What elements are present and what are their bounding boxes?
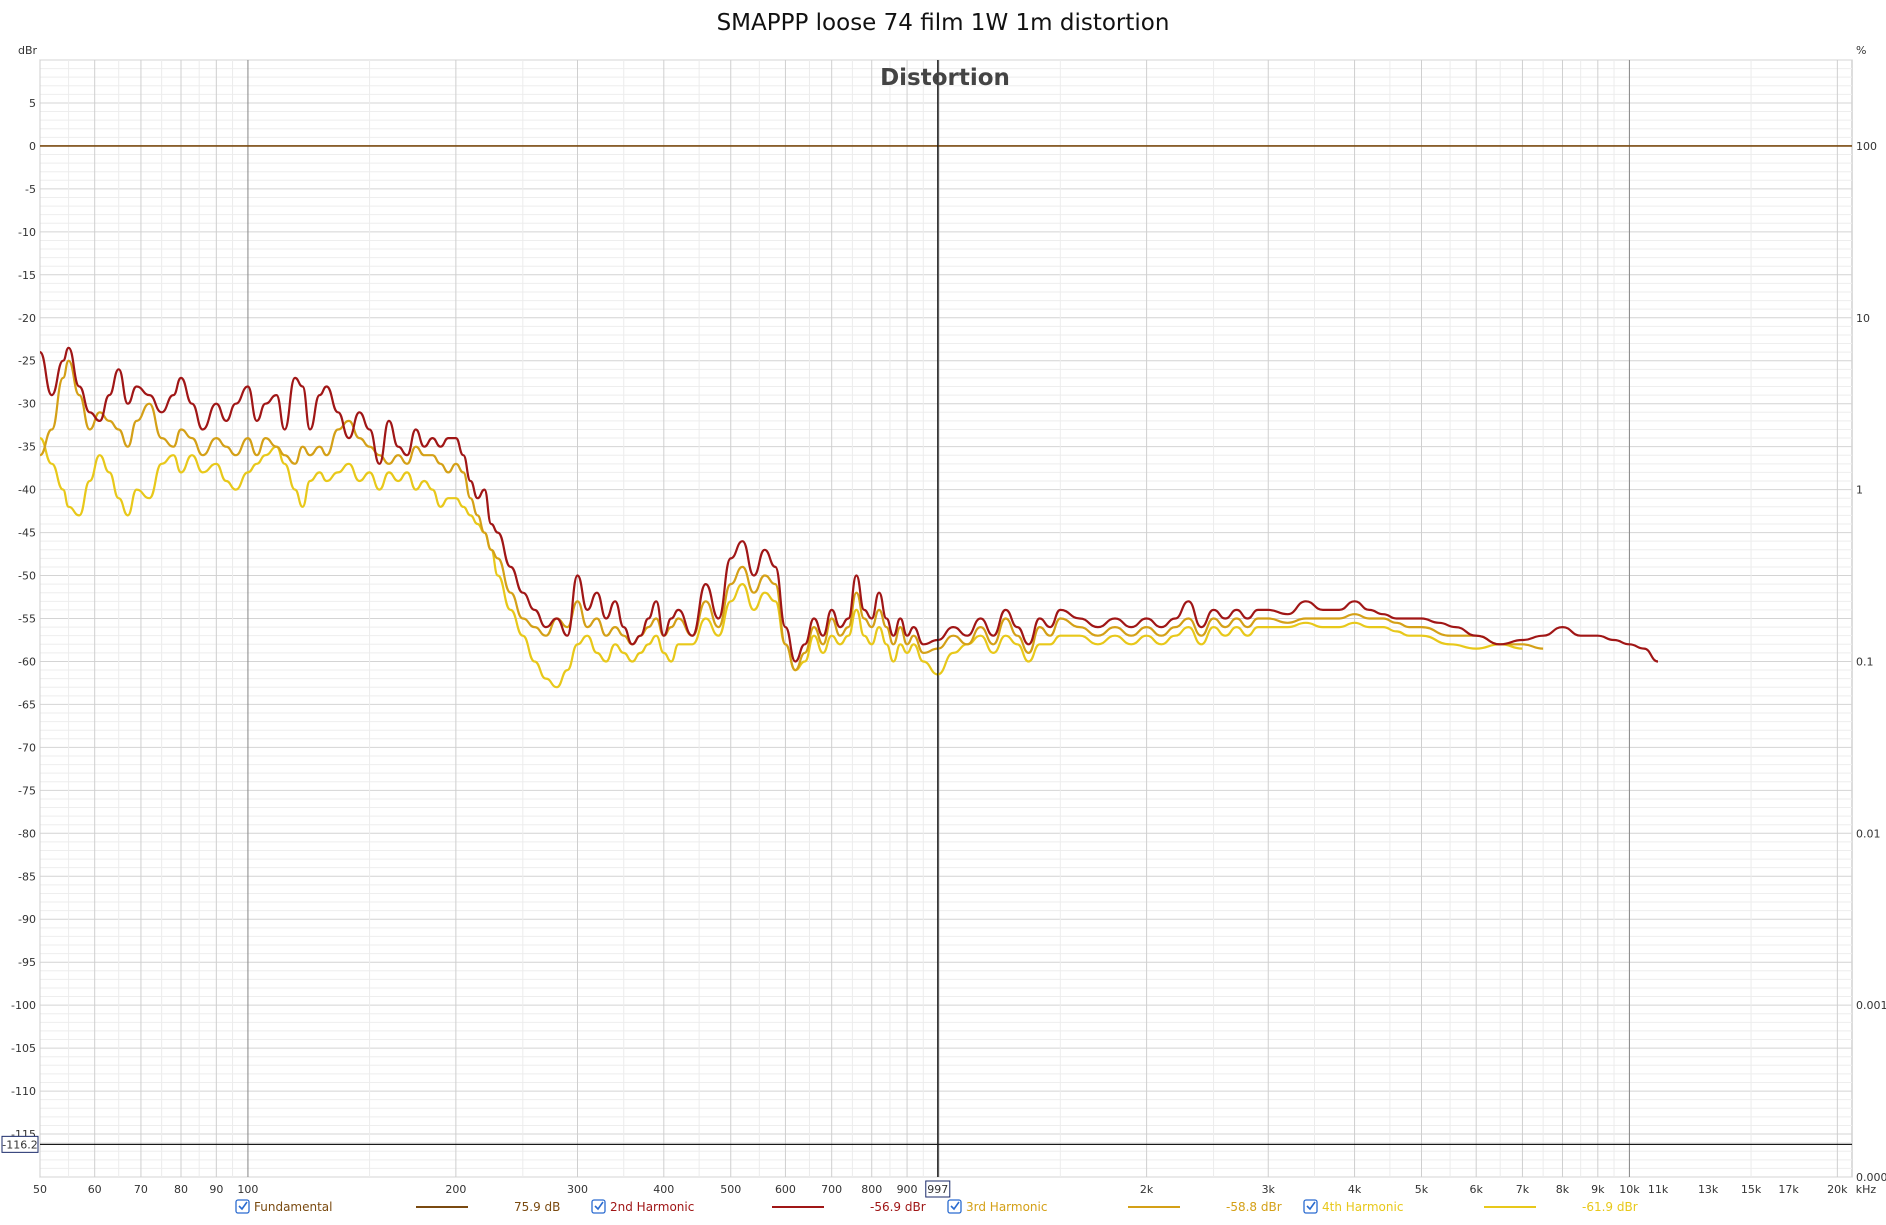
y2-tick-label: 10 xyxy=(1856,312,1870,325)
chart-subtitle: Distortion xyxy=(880,65,1010,91)
y-tick-label: -55 xyxy=(18,613,36,626)
y-tick-label: 0 xyxy=(29,140,36,153)
x-tick-label: 15k xyxy=(1741,1183,1762,1196)
y-tick-label: -110 xyxy=(11,1085,36,1098)
series-lines xyxy=(38,145,1852,689)
cursor-x-readout-box xyxy=(925,1180,951,1198)
y-tick-label: -105 xyxy=(11,1042,36,1055)
cursor[interactable]: -116.2 997 xyxy=(1,60,1852,1198)
x-tick-label: 6k xyxy=(1469,1183,1483,1196)
x-tick-label: 200 xyxy=(445,1183,466,1196)
y-tick-label: -75 xyxy=(18,784,36,797)
y-tick-label: -30 xyxy=(18,398,36,411)
x-tick-label: 5k xyxy=(1415,1183,1429,1196)
y-tick-label: -50 xyxy=(18,570,36,583)
legend-checkbox[interactable] xyxy=(1303,1199,1318,1214)
x-tick-label: 3k xyxy=(1262,1183,1276,1196)
grid xyxy=(39,59,1852,1178)
x-tick-label: 13k xyxy=(1698,1183,1719,1196)
y2-tick-label: 100 xyxy=(1856,140,1877,153)
x-tick-label: 80 xyxy=(174,1183,188,1196)
y-tick-label: 5 xyxy=(29,97,36,110)
y-axis-unit-right: % xyxy=(1856,44,1866,57)
legend-series-name: 2nd Harmonic xyxy=(610,1200,694,1214)
series-line-4th-harmonic xyxy=(39,437,1523,689)
legend-series-value: -56.9 dBr xyxy=(870,1200,926,1214)
x-tick-label: 90 xyxy=(209,1183,223,1196)
series-line-3rd-harmonic xyxy=(39,359,1544,672)
y-tick-label: -15 xyxy=(18,269,36,282)
x-tick-label: 70 xyxy=(134,1183,148,1196)
y2-tick-label: 0.001 xyxy=(1856,999,1886,1012)
checkmark-icon xyxy=(950,1201,960,1211)
y-tick-label: -95 xyxy=(18,956,36,969)
x-tick-label: 500 xyxy=(720,1183,741,1196)
x-tick-label: 2k xyxy=(1140,1183,1154,1196)
legend-checkbox[interactable] xyxy=(947,1199,962,1214)
y-tick-label: -35 xyxy=(18,441,36,454)
legend-checkbox[interactable] xyxy=(591,1199,606,1214)
cursor-y-readout-box xyxy=(1,1135,39,1153)
cursor-x-readout: 997 xyxy=(927,1183,948,1196)
y-tick-label: -65 xyxy=(18,698,36,711)
legend-series-name: 4th Harmonic xyxy=(1322,1200,1403,1214)
checkmark-icon xyxy=(1306,1201,1316,1211)
x-tick-label: 400 xyxy=(653,1183,674,1196)
y-tick-label: -100 xyxy=(11,999,36,1012)
y2-tick-label: 0.1 xyxy=(1856,655,1874,668)
x-tick-label: 600 xyxy=(775,1183,796,1196)
legend-checkbox[interactable] xyxy=(235,1199,250,1214)
x-tick-label: 9k xyxy=(1591,1183,1605,1196)
y-tick-label: -60 xyxy=(18,655,36,668)
x-tick-label: 10k xyxy=(1619,1183,1640,1196)
x-tick-label: 20k xyxy=(1827,1183,1848,1196)
legend-series-value: -61.9 dBr xyxy=(1582,1200,1638,1214)
x-tick-label: 50 xyxy=(33,1183,47,1196)
x-axis-unit: kHz xyxy=(1856,1183,1877,1196)
x-tick-label: 7k xyxy=(1516,1183,1530,1196)
x-tick-label: 4k xyxy=(1348,1183,1362,1196)
legend-series-name: 3rd Harmonic xyxy=(966,1200,1047,1214)
checkmark-icon xyxy=(238,1201,248,1211)
y-tick-label: -25 xyxy=(18,355,36,368)
y-tick-label: -70 xyxy=(18,741,36,754)
y-tick-label: -20 xyxy=(18,312,36,325)
y-tick-label: -45 xyxy=(18,527,36,540)
cursor-y-readout: -116.2 xyxy=(2,1138,37,1151)
x-tick-label: 300 xyxy=(567,1183,588,1196)
legend-series-value: -58.8 dBr xyxy=(1226,1200,1282,1214)
y2-tick-label: 1 xyxy=(1856,484,1863,497)
x-tick-label: 8k xyxy=(1556,1183,1570,1196)
y-tick-label: -80 xyxy=(18,827,36,840)
legend-series-name: Fundamental xyxy=(254,1200,333,1214)
y-tick-label: -85 xyxy=(18,870,36,883)
y-tick-label: -10 xyxy=(18,226,36,239)
legend: Fundamental 75.9 dB 2nd Harmonic -56.9 dBr 3… xyxy=(235,1199,1638,1214)
series-line-2nd-harmonic xyxy=(38,346,1659,663)
x-tick-label: 900 xyxy=(897,1183,918,1196)
y2-tick-label: 0.0001 xyxy=(1856,1171,1886,1184)
y-tick-label: -40 xyxy=(18,484,36,497)
legend-series-value: 75.9 dB xyxy=(514,1200,560,1214)
x-tick-label: 17k xyxy=(1778,1183,1799,1196)
y2-tick-label: 0.01 xyxy=(1856,827,1881,840)
chart-title: SMAPPP loose 74 film 1W 1m distortion xyxy=(717,10,1170,36)
y-axis-unit-left: dBr xyxy=(18,44,38,57)
x-tick-label: 800 xyxy=(861,1183,882,1196)
y-tick-label: -5 xyxy=(25,183,36,196)
x-tick-label: 700 xyxy=(821,1183,842,1196)
checkmark-icon xyxy=(594,1201,604,1211)
y-tick-label: -90 xyxy=(18,913,36,926)
x-tick-label: 11k xyxy=(1648,1183,1669,1196)
x-tick-label: 60 xyxy=(88,1183,102,1196)
x-tick-label: 100 xyxy=(237,1183,258,1196)
